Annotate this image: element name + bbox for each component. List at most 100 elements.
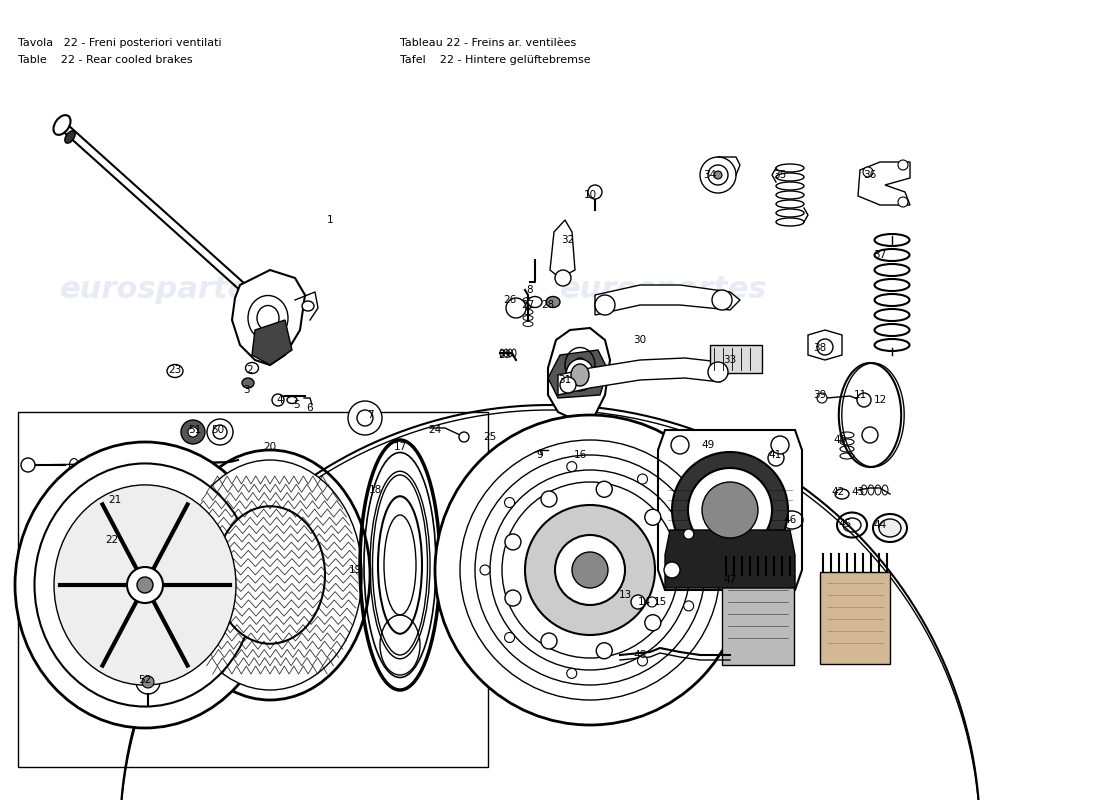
Circle shape [771,436,789,454]
Circle shape [480,565,490,575]
Polygon shape [858,162,910,205]
Ellipse shape [571,364,588,386]
Ellipse shape [54,115,70,135]
Text: 40: 40 [834,435,847,445]
Text: 5: 5 [293,400,299,410]
Circle shape [505,590,521,606]
Polygon shape [104,533,128,548]
Text: 48: 48 [634,650,647,660]
Text: eurospartes: eurospartes [60,586,267,614]
Ellipse shape [242,378,254,388]
Circle shape [566,462,576,471]
Polygon shape [666,530,795,588]
Text: 3: 3 [243,385,250,395]
Ellipse shape [879,519,901,537]
Circle shape [596,642,613,658]
Circle shape [672,452,788,568]
Ellipse shape [167,365,183,378]
Text: 7: 7 [366,410,373,420]
Text: 50: 50 [211,425,224,435]
Circle shape [505,633,515,642]
Circle shape [560,377,576,393]
Text: 38: 38 [813,343,826,353]
Text: Tafel    22 - Hintere gelüftebremse: Tafel 22 - Hintere gelüftebremse [400,55,591,65]
Ellipse shape [566,359,594,391]
Text: 52: 52 [139,675,152,685]
Text: 39: 39 [813,390,826,400]
Polygon shape [658,430,802,590]
Ellipse shape [65,131,75,143]
Polygon shape [595,285,740,315]
Text: 42: 42 [832,487,845,497]
Circle shape [459,432,469,442]
Text: 19: 19 [349,565,362,575]
Polygon shape [550,220,575,278]
Text: 24: 24 [428,425,441,435]
Text: Table    22 - Rear cooled brakes: Table 22 - Rear cooled brakes [18,55,192,65]
Text: 32: 32 [561,235,574,245]
Circle shape [556,535,625,605]
Text: 14: 14 [637,597,650,607]
Circle shape [182,420,205,444]
Circle shape [505,498,515,507]
Circle shape [645,510,661,526]
Text: 12: 12 [873,395,887,405]
Ellipse shape [54,485,236,685]
Ellipse shape [170,450,370,700]
Circle shape [688,468,772,552]
Circle shape [588,185,602,199]
Ellipse shape [835,489,849,499]
Circle shape [638,656,648,666]
Text: eurospartes: eurospartes [560,275,768,305]
Text: 44: 44 [873,520,887,530]
Polygon shape [558,358,730,395]
Text: 1: 1 [327,215,333,225]
Circle shape [645,614,661,630]
Circle shape [541,491,557,507]
Text: 10: 10 [583,190,596,200]
Text: 16: 16 [573,450,586,460]
Circle shape [664,562,680,578]
Text: 29: 29 [498,350,512,360]
Text: 26: 26 [504,295,517,305]
Circle shape [136,670,160,694]
Circle shape [631,595,645,609]
Text: eurospartes: eurospartes [560,586,768,614]
Ellipse shape [34,463,255,706]
Circle shape [138,577,153,593]
Text: 4: 4 [277,395,284,405]
Circle shape [21,458,35,472]
Circle shape [684,601,694,611]
Circle shape [862,427,878,443]
Circle shape [712,290,732,310]
Circle shape [898,197,907,207]
Circle shape [213,425,227,439]
Ellipse shape [287,397,297,403]
Circle shape [556,270,571,286]
Text: 11: 11 [854,390,867,400]
Ellipse shape [528,297,542,307]
Circle shape [638,474,648,484]
Circle shape [768,450,784,466]
Text: 8: 8 [527,285,534,295]
Text: 35: 35 [773,170,786,180]
Text: 22: 22 [106,535,119,545]
Text: 20: 20 [263,442,276,452]
Ellipse shape [302,301,313,311]
Circle shape [671,436,689,454]
Circle shape [348,401,382,435]
Bar [820,572,890,664]
Circle shape [572,552,608,588]
Circle shape [126,567,163,603]
Circle shape [647,597,657,607]
Text: 36: 36 [864,170,877,180]
Ellipse shape [214,506,324,644]
Text: 41: 41 [769,450,782,460]
Circle shape [272,394,284,406]
Text: 25: 25 [483,432,496,442]
Circle shape [541,633,557,649]
Circle shape [817,339,833,355]
Circle shape [596,482,613,498]
Circle shape [708,165,728,185]
Text: 33: 33 [724,355,737,365]
